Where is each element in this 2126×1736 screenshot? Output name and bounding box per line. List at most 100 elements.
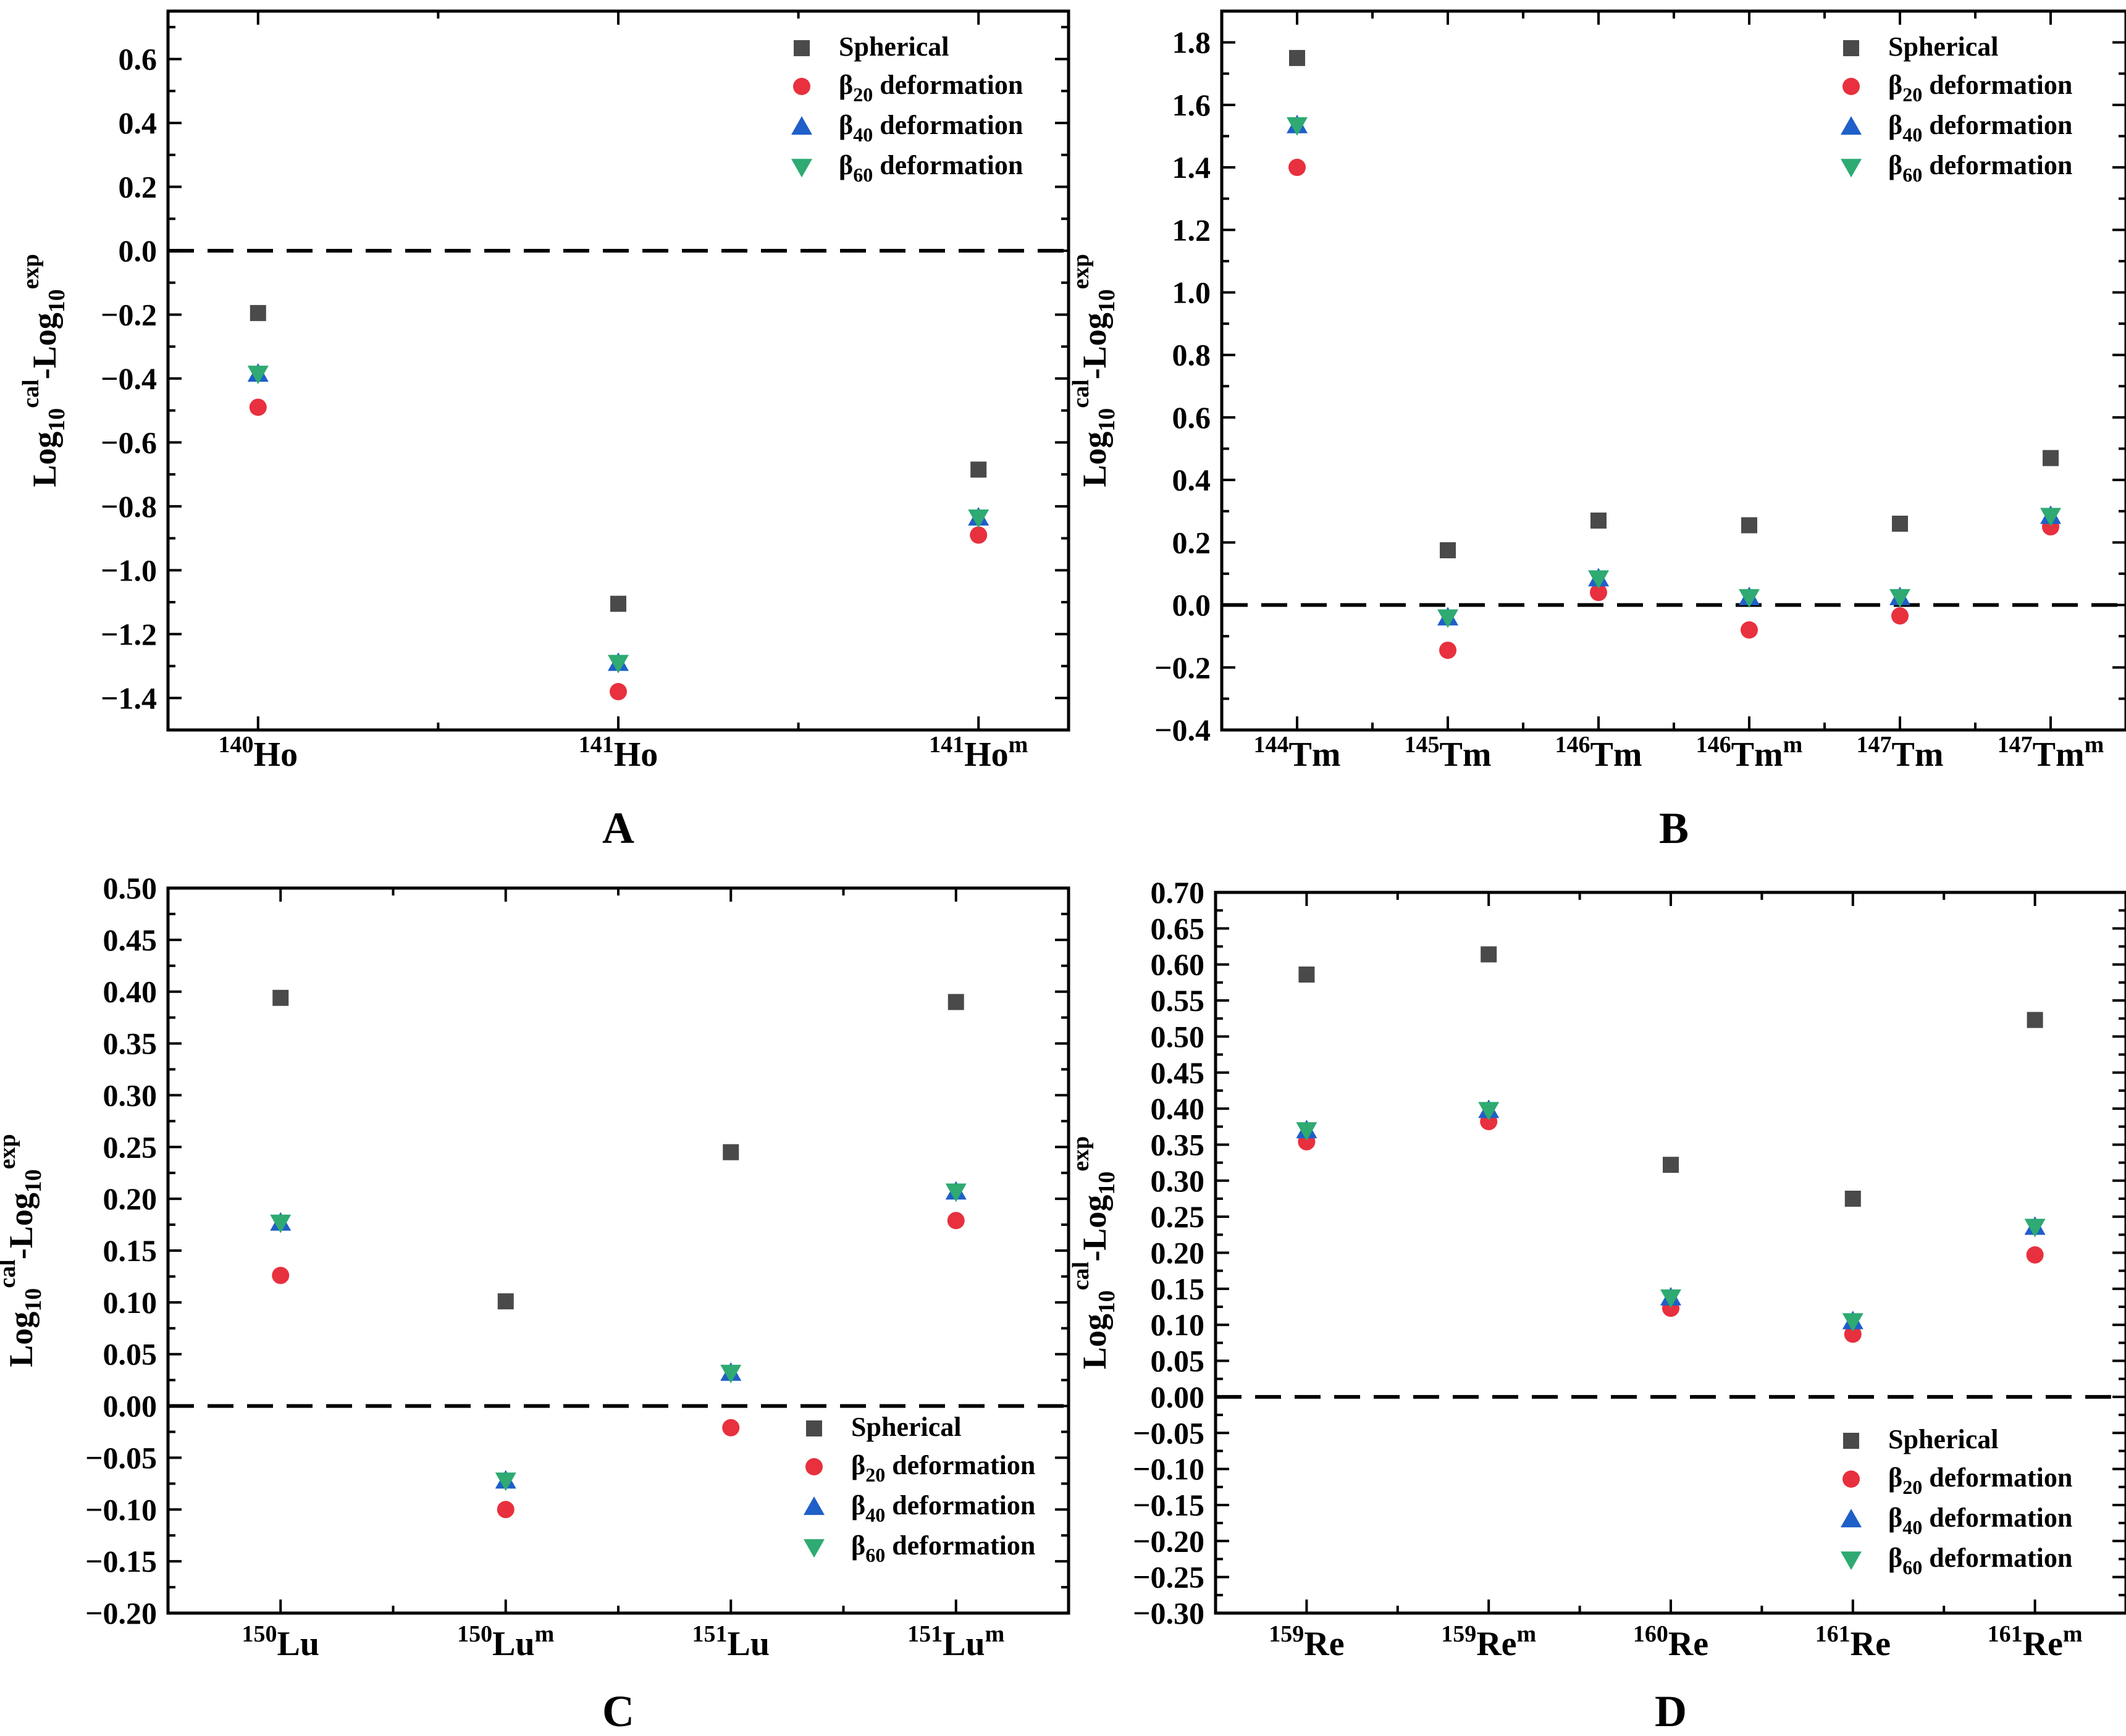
y-tick-label: −1.0: [101, 553, 157, 587]
data-point-beta60: [1296, 1122, 1317, 1141]
y-tick-label: 0.10: [1151, 1307, 1205, 1342]
y-tick-label: 0.35: [103, 1026, 158, 1061]
y-tick-label: −1.4: [101, 681, 157, 715]
panel-label: B: [1659, 803, 1689, 853]
x-category-label: 144Tm: [1254, 732, 1341, 774]
y-tick-label: 0.8: [1172, 338, 1211, 372]
data-point-spherical: [1663, 1157, 1679, 1173]
y-tick-label: 0.30: [1151, 1164, 1205, 1198]
data-point-spherical: [970, 461, 987, 478]
y-tick-label: 0.30: [103, 1078, 158, 1112]
y-tick-label: −0.05: [85, 1440, 157, 1475]
y-tick-label: 0.35: [1151, 1127, 1205, 1162]
y-tick-label: 0.6: [119, 42, 158, 77]
legend-marker-beta20: [1842, 1470, 1860, 1488]
x-category-label: 147Tmm: [1998, 732, 2104, 774]
data-point-beta20: [2026, 1246, 2044, 1264]
legend-marker-beta60: [1841, 159, 1862, 178]
y-tick-label: −0.6: [101, 425, 157, 459]
y-tick-label: −0.05: [1133, 1415, 1204, 1450]
x-category-label: 159Rem: [1441, 1621, 1536, 1663]
y-tick-label: 0.0: [119, 233, 158, 268]
legend-marker-spherical: [794, 40, 810, 56]
legend-label-beta40: β40 deformation: [1888, 110, 2072, 146]
data-point-spherical: [1590, 512, 1607, 529]
y-tick-label: 0.25: [1151, 1199, 1205, 1234]
y-tick-label: 0.40: [103, 975, 158, 1009]
x-category-label: 140Ho: [219, 732, 298, 774]
data-point-beta60: [1287, 117, 1308, 136]
data-point-beta20: [1741, 621, 1758, 639]
data-point-beta20: [1590, 584, 1607, 602]
data-point-spherical: [2043, 450, 2059, 466]
legend-marker-beta40: [791, 116, 812, 135]
x-category-label: 141Hom: [929, 732, 1028, 774]
y-tick-label: 0.55: [1151, 983, 1205, 1018]
y-axis-label: Log10cal-Log10exp: [1068, 1136, 1120, 1369]
chart-panel-c: 0.50 0.45 0.40 0.35 0.30 0.25 0.20 0.15 0.10 0.05…: [0, 871, 1070, 1736]
data-point-spherical: [250, 304, 266, 321]
chart-panel-d: 0.700.650.600.550.500.450.400.350.300.25…: [1068, 875, 2126, 1736]
y-tick-label: 0.2: [1172, 525, 1211, 560]
data-point-spherical: [947, 994, 964, 1010]
y-tick-label: 1.2: [1172, 212, 1211, 247]
y-tick-label: 0.05: [1151, 1344, 1205, 1378]
legend-label-spherical: Spherical: [851, 1412, 961, 1442]
data-point-spherical: [1741, 517, 1757, 534]
legend-marker-beta60: [791, 159, 812, 178]
data-point-beta20: [1288, 159, 1306, 177]
y-tick-label: −0.4: [101, 361, 157, 396]
y-tick-label: −0.10: [85, 1492, 157, 1527]
y-tick-label: 0.00: [103, 1389, 158, 1424]
data-point-beta60: [247, 366, 269, 385]
y-tick-label: 0.45: [103, 923, 158, 957]
y-tick-label: 0.10: [103, 1285, 158, 1320]
data-point-beta60: [945, 1183, 967, 1202]
y-tick-label: 0.4: [1172, 463, 1211, 497]
y-tick-label: 0.20: [103, 1181, 158, 1216]
legend: Spherical β20 deformation β40 deformation β…: [1841, 31, 2072, 186]
legend-label-beta60: β60 deformation: [1888, 150, 2072, 186]
data-point-spherical: [1440, 542, 1456, 558]
legend-label-beta20: β20 deformation: [851, 1450, 1035, 1486]
legend-label-beta20: β20 deformation: [839, 70, 1023, 106]
data-point-beta20: [610, 682, 627, 700]
panel-label: A: [602, 803, 634, 853]
x-category-label: 151Lu: [692, 1621, 770, 1663]
panel-label: D: [1655, 1687, 1687, 1736]
x-category-label: 159Re: [1269, 1621, 1344, 1663]
y-tick-label: 0.45: [1151, 1055, 1205, 1090]
data-point-beta60: [1437, 609, 1458, 628]
x-category-label: 151Lum: [907, 1621, 1004, 1663]
y-axis-label: Log10cal-Log10exp: [0, 1134, 46, 1367]
legend: Spherical β20 deformation β40 deformation β…: [791, 31, 1023, 186]
x-category-label: 161Rem: [1988, 1621, 2083, 1663]
legend-label-beta20: β20 deformation: [1888, 1462, 2072, 1498]
data-point-beta20: [1844, 1325, 1862, 1343]
legend-marker-beta40: [1841, 116, 1862, 135]
y-tick-label: 0.00: [1151, 1380, 1205, 1414]
y-tick-label: 0.4: [119, 106, 158, 140]
y-tick-label: 0.50: [103, 871, 158, 905]
y-tick-label: −0.2: [1154, 650, 1211, 685]
y-tick-label: 0.6: [1172, 400, 1211, 435]
legend-marker-spherical: [1843, 1433, 1859, 1449]
legend-label-beta40: β40 deformation: [851, 1490, 1035, 1526]
legend-label-beta60: β60 deformation: [1888, 1543, 2072, 1579]
y-tick-label: 0.60: [1151, 947, 1205, 982]
legend-marker-beta60: [804, 1539, 825, 1558]
data-point-beta60: [968, 509, 989, 528]
data-point-spherical: [1289, 49, 1305, 66]
legend-label-spherical: Spherical: [839, 31, 949, 62]
y-tick-label: 0.65: [1151, 911, 1205, 946]
data-point-beta60: [1478, 1102, 1500, 1121]
data-point-beta20: [249, 398, 267, 416]
data-point-beta20: [1439, 641, 1456, 659]
y-tick-label: 1.0: [1172, 275, 1211, 309]
data-point-spherical: [2027, 1012, 2043, 1028]
legend-marker-beta40: [1841, 1509, 1862, 1528]
y-tick-label: 0.15: [103, 1233, 158, 1268]
data-point-beta60: [2040, 508, 2061, 527]
y-tick-label: −0.30: [1133, 1596, 1204, 1630]
x-category-label: 146Tm: [1555, 732, 1642, 774]
